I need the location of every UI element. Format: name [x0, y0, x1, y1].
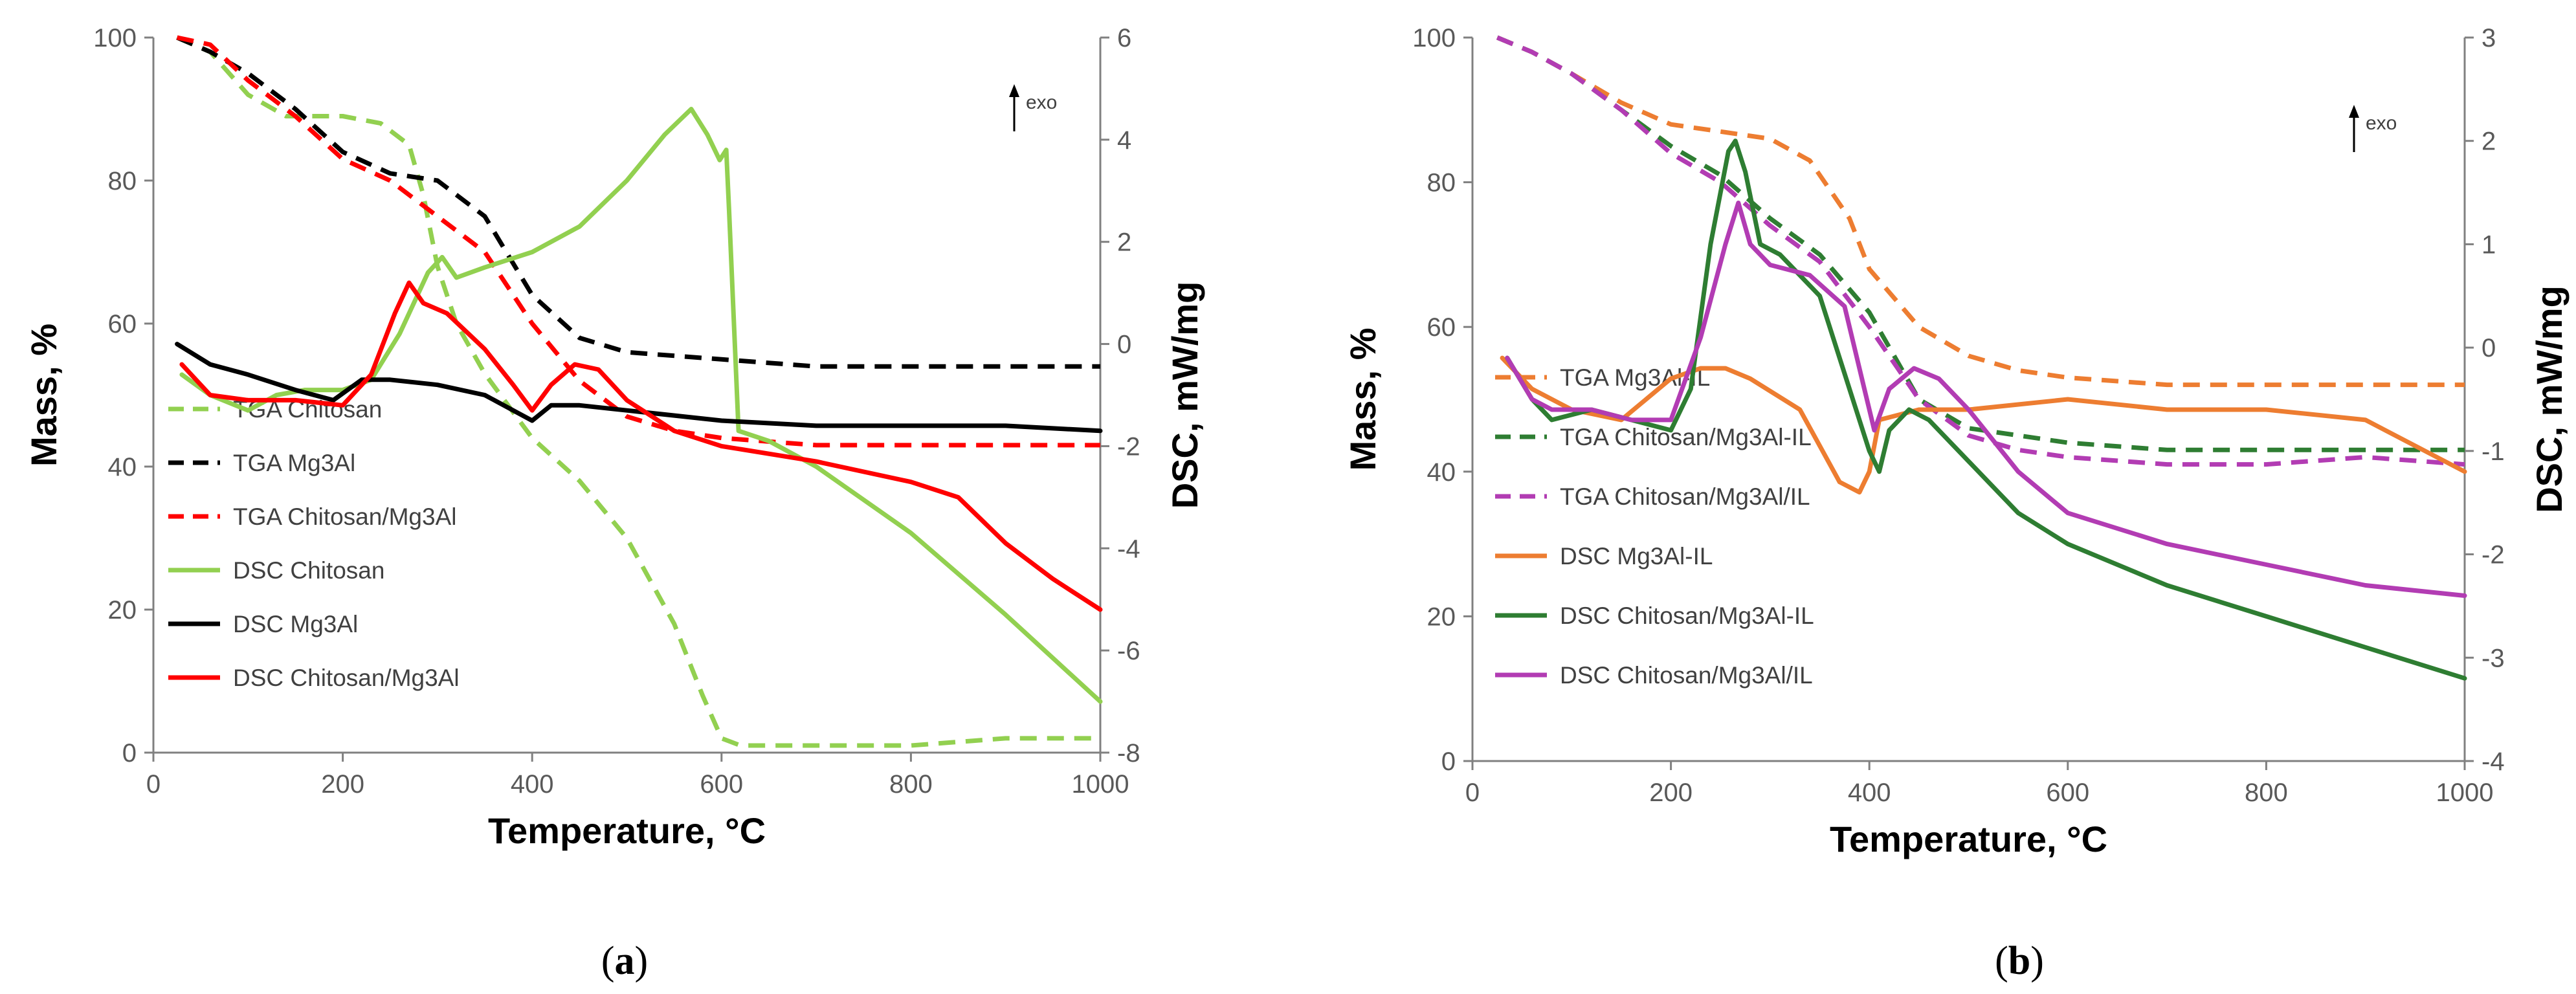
y2-axis-title: DSC, mW/mg: [1164, 282, 1205, 509]
y2-tick-label: 4: [1117, 126, 1131, 155]
y-tick-label: 80: [1427, 169, 1456, 197]
legend-label: DSC Chitosan: [233, 557, 384, 584]
y2-tick-label: 0: [1117, 331, 1131, 359]
caption-part: b: [2008, 939, 2030, 983]
x-tick-label: 600: [2046, 779, 2089, 807]
caption-part: a: [615, 939, 635, 983]
x-tick-label: 0: [146, 770, 161, 799]
y2-tick-label: -1: [2482, 437, 2505, 466]
panel-caption: (a): [601, 939, 648, 983]
series-line-4: [179, 107, 1103, 704]
y-tick-label: 40: [1427, 458, 1456, 487]
y2-tick-label: 2: [1117, 228, 1131, 257]
exo-label: exo: [1026, 92, 1057, 113]
y2-tick-label: 2: [2482, 127, 2496, 156]
y-tick-label: 100: [1412, 24, 1456, 52]
series-line-3: [176, 35, 1100, 448]
x-axis-title: Temperature, °C: [488, 810, 766, 851]
y-tick-label: 60: [108, 310, 137, 338]
y2-tick-label: -8: [1117, 739, 1140, 768]
legend-label: TGA Chitosan/Mg3Al: [233, 503, 456, 530]
y-tick-label: 20: [1427, 602, 1456, 631]
y-tick-label: 40: [108, 453, 137, 481]
exo-arrowhead-icon: [1009, 84, 1019, 97]
y2-tick-label: 1: [2482, 230, 2496, 259]
y-tick-label: 20: [108, 596, 137, 624]
y-tick-label: 100: [93, 24, 137, 52]
y-tick-label: 80: [108, 167, 137, 195]
panel-b-chart: 0 200 400 600 800 1000 0 20 40 60 80 100 -4 -3 -2 -1 0 1 2…: [1342, 24, 2570, 983]
y-axis-title: Mass, %: [1342, 328, 1383, 471]
series-line-4: [1500, 355, 2467, 495]
y2-tick-label: -2: [1117, 432, 1140, 461]
x-tick-label: 800: [2245, 779, 2288, 807]
x-tick-label: 400: [511, 770, 554, 799]
y2-axis-title: DSC, mW/mg: [2529, 285, 2570, 513]
legend-label: TGA Chitosan/Mg3Al/IL: [1560, 483, 1810, 510]
x-tick-label: 1000: [2436, 779, 2494, 807]
x-tick-label: 200: [321, 770, 364, 799]
x-tick-label: 200: [1649, 779, 1693, 807]
legend-label: TGA Mg3Al: [233, 450, 355, 476]
legend-label: DSC Mg3Al-IL: [1560, 543, 1713, 569]
exo-arrowhead-icon: [2349, 105, 2359, 118]
y2-tick-label: -2: [2482, 541, 2505, 569]
series-line-3: [1496, 35, 2465, 467]
y2-tick-label: 3: [2482, 24, 2496, 52]
caption-part: ): [2030, 939, 2044, 983]
y2-tick-label: -4: [1117, 535, 1140, 563]
y-tick-label: 60: [1427, 313, 1456, 342]
x-tick-label: 600: [700, 770, 743, 799]
panel-a-chart: 0 200 400 600 800 1000 0 20 40 60 80 100 -8 -6 -4 -2 0 2 4…: [23, 24, 1205, 983]
legend-label: DSC Chitosan/Mg3Al: [233, 665, 460, 691]
legend-label: DSC Chitosan/Mg3Al/IL: [1560, 662, 1813, 689]
y-tick-label: 0: [1441, 747, 1456, 776]
caption-part: (: [1995, 939, 2008, 983]
caption-part: ): [635, 939, 649, 983]
legend-label: DSC Chitosan/Mg3Al-IL: [1560, 602, 1814, 629]
y-axis-title: Mass, %: [23, 324, 64, 467]
x-axis-title: Temperature, °C: [1830, 819, 2107, 859]
y2-tick-label: -6: [1117, 637, 1140, 665]
x-tick-label: 0: [1465, 779, 1480, 807]
series-line-1: [1496, 35, 2465, 388]
x-tick-label: 400: [1848, 779, 1891, 807]
legend-label: TGA Chitosan/Mg3Al-IL: [1560, 424, 1812, 450]
series-line-2: [176, 35, 1100, 369]
caption-part: (: [601, 939, 615, 983]
legend-label: DSC Mg3Al: [233, 611, 358, 637]
y2-tick-label: -4: [2482, 747, 2505, 776]
x-tick-label: 1000: [1072, 770, 1129, 799]
series-line-5: [175, 342, 1103, 434]
series-line-5: [1505, 138, 2467, 681]
panel-caption: (b): [1995, 939, 2044, 983]
series-line-6: [1505, 201, 2467, 598]
y2-tick-label: 0: [2482, 334, 2496, 362]
y2-tick-label: -3: [2482, 644, 2505, 672]
y-tick-label: 0: [122, 739, 137, 768]
y2-tick-label: 6: [1117, 24, 1131, 52]
exo-label: exo: [2366, 113, 2397, 134]
x-tick-label: 800: [889, 770, 933, 799]
series-line-6: [179, 280, 1103, 612]
